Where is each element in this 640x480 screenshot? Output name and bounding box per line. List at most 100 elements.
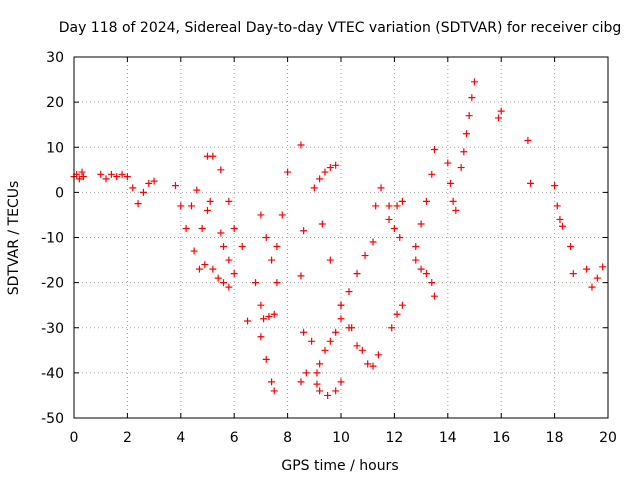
data-point (177, 202, 185, 210)
data-point (225, 197, 233, 205)
series-arc-31 (444, 159, 460, 214)
data-point (324, 391, 332, 399)
series-arc-09 (217, 229, 238, 278)
y-tick-label: 10 (46, 140, 64, 156)
data-point (97, 170, 105, 178)
data-point (201, 261, 209, 269)
data-point (326, 256, 334, 264)
data-point (230, 224, 238, 232)
y-tick-label: -10 (41, 231, 64, 247)
data-point (284, 168, 292, 176)
axis-ticks: 0 2 4 6 8 10 12 14 16 18 20 -50 -40 -30 -20 -10 0 10 20 30 (41, 50, 617, 446)
data-point (75, 175, 83, 183)
data-point (217, 229, 225, 237)
data-point (462, 130, 470, 138)
series-arc-37 (583, 263, 607, 291)
data-point (337, 315, 345, 323)
x-tick-label: 20 (599, 430, 617, 446)
series-arc-13 (260, 310, 278, 323)
data-point (398, 301, 406, 309)
data-point (332, 161, 340, 169)
data-point (348, 324, 356, 332)
data-point (252, 279, 260, 287)
series-arc-36 (567, 243, 577, 278)
data-point (273, 279, 281, 287)
y-tick-label: -40 (41, 366, 64, 382)
series-arc-21 (316, 378, 345, 399)
data-point (171, 182, 179, 190)
data-point (316, 360, 324, 368)
data-point (460, 148, 468, 156)
series-arc-11 (257, 333, 278, 395)
data-point (369, 238, 377, 246)
series-arc-07 (204, 152, 238, 232)
series-arc-12 (257, 211, 281, 287)
data-point (310, 184, 318, 192)
data-point (449, 197, 457, 205)
data-point (364, 360, 372, 368)
data-point (225, 256, 233, 264)
x-tick-label: 6 (230, 430, 239, 446)
data-point (262, 234, 270, 241)
data-point (262, 355, 270, 363)
series-arc-34 (524, 136, 535, 187)
data-point (430, 292, 438, 300)
data-point (107, 170, 115, 178)
data-point (559, 222, 567, 230)
data-point (551, 182, 559, 190)
data-point (337, 301, 345, 309)
data-point (244, 317, 252, 325)
data-point (313, 369, 321, 377)
data-point (465, 112, 473, 120)
y-tick-label: -30 (41, 321, 64, 337)
data-point (497, 107, 505, 115)
grid (74, 57, 608, 418)
data-point (182, 224, 190, 232)
data-point (412, 243, 420, 251)
series-arc-10 (238, 243, 265, 325)
data-point (345, 288, 353, 296)
x-tick-label: 2 (123, 430, 132, 446)
data-point (265, 312, 273, 320)
series-arc-16 (297, 141, 308, 336)
data-point (332, 387, 340, 395)
series-arc-25 (372, 184, 393, 223)
data-point (358, 346, 366, 354)
data-point (377, 184, 385, 192)
data-point (353, 342, 361, 350)
data-point (238, 243, 246, 251)
data-point (270, 387, 278, 395)
data-point (393, 202, 401, 210)
data-point (190, 247, 198, 255)
series-arc-23 (337, 238, 377, 309)
data-point (369, 362, 377, 370)
data-point (198, 224, 206, 232)
data-point (220, 279, 228, 287)
series-arc-24 (348, 324, 382, 370)
plot-frame (73, 56, 609, 419)
data-point (220, 243, 228, 251)
series-arc-08 (209, 265, 233, 291)
x-tick-label: 16 (492, 430, 510, 446)
data-point (385, 215, 393, 223)
data-point (457, 164, 465, 172)
data-point (390, 224, 398, 232)
data-point (422, 270, 430, 278)
data-point (209, 265, 217, 273)
data-point (332, 328, 340, 336)
data-point (417, 265, 425, 273)
data-point (187, 202, 195, 210)
series-arc-19 (316, 161, 340, 183)
data-point (556, 215, 564, 223)
x-tick-label: 10 (332, 430, 350, 446)
x-tick-label: 18 (546, 430, 564, 446)
data-point (297, 141, 305, 149)
series-arc-30 (412, 256, 438, 300)
data-point (268, 256, 276, 264)
series-arc-18 (310, 184, 321, 377)
data-point (145, 179, 153, 187)
series-arc-02 (97, 170, 126, 183)
data-point (268, 378, 276, 386)
data-point (193, 186, 201, 194)
